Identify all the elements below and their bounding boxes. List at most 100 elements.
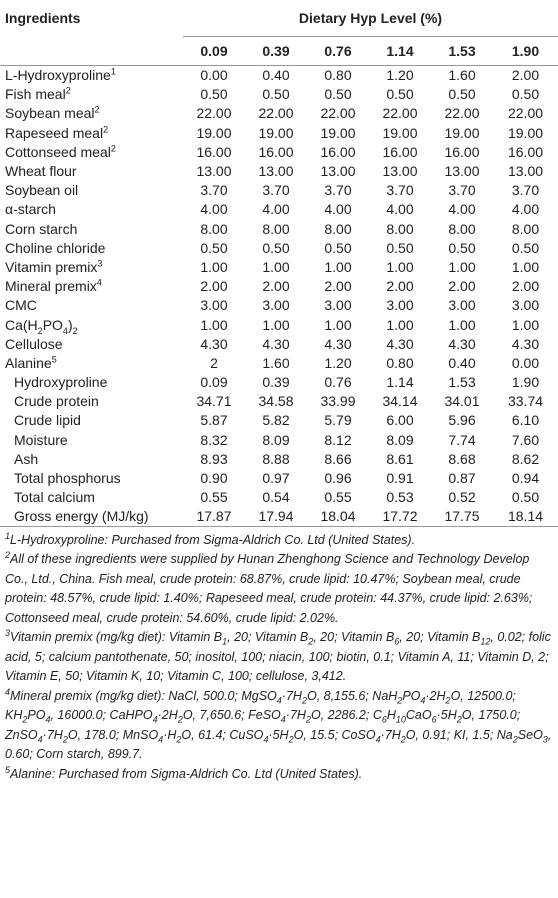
text: Total calcium (14, 489, 95, 506)
level-header: 1.90 (493, 36, 558, 66)
subscript: 4 (375, 734, 381, 744)
subscript: 2 (512, 734, 518, 744)
cell: 13.00 (382, 163, 418, 180)
subscript: 2 (72, 325, 78, 336)
table-row: Wheat flour 13.00 13.00 13.00 13.00 13.00 13.0… (0, 161, 558, 180)
cell: 1.00 (262, 316, 290, 333)
footnote: 1L-Hydroxyproline: Purchased from Sigma-… (5, 531, 553, 551)
cell: 1.00 (200, 258, 228, 275)
row-label: Soybean meal2 (0, 104, 183, 123)
cell: 13.00 (258, 163, 294, 180)
row-label: Cellulose (0, 334, 183, 353)
cell: 0.90 (200, 470, 228, 487)
cell: 8.88 (262, 450, 290, 467)
subscript: 6 (381, 714, 387, 725)
cell: 8.00 (448, 220, 476, 237)
text: SeO (517, 727, 543, 742)
superscript: 4 (96, 277, 102, 288)
cell: 1.90 (511, 374, 540, 391)
row-label: Crude protein (0, 392, 183, 411)
text: PO (42, 316, 63, 333)
cell: 4.30 (324, 335, 352, 352)
cell: 2.00 (511, 67, 540, 84)
text: Mineral premix (5, 278, 97, 295)
subscript: 2 (456, 714, 462, 725)
cell: 5.79 (324, 412, 352, 429)
cell: 16.00 (507, 143, 544, 160)
cell: 1.00 (448, 316, 476, 333)
table-row: Total calcium 0.55 0.54 0.55 0.53 0.52 0.50 (0, 488, 558, 507)
subscript: 1 (222, 636, 228, 647)
table-row: Choline chloride 0.50 0.50 0.50 0.50 0.50 0.50 (0, 238, 558, 257)
cell: 3.00 (324, 297, 352, 314)
text: Choline chloride (5, 239, 106, 256)
table-row: Moisture 8.32 8.09 8.12 8.09 7.74 7.60 (0, 430, 558, 449)
text: ·7H (285, 708, 306, 722)
text: Soybean oil (5, 182, 79, 199)
cell: 5.82 (262, 412, 290, 429)
cell: 34.01 (444, 393, 480, 410)
superscript: 2 (110, 143, 116, 154)
cell: 8.00 (200, 220, 228, 237)
subscript: 4 (37, 734, 43, 744)
subscript: 2 (37, 325, 43, 336)
text: Ash (14, 450, 39, 467)
cell: 8.66 (324, 450, 352, 467)
text: ·7H (42, 727, 63, 742)
subscript: 2 (445, 695, 451, 705)
text: O, 15.5; CoSO (293, 727, 376, 742)
cell: 8.00 (386, 220, 414, 237)
cell: 0.50 (262, 239, 290, 256)
cell: 0.76 (324, 374, 352, 391)
text: Rapeseed meal (5, 124, 104, 141)
cell: 22.00 (320, 105, 356, 122)
cell: 17.72 (369, 506, 431, 527)
text: CaO (405, 708, 432, 722)
cell: 2.00 (386, 278, 414, 295)
text: ·2H (425, 688, 446, 703)
cell: 8.68 (448, 450, 476, 467)
cell: 8.62 (511, 450, 540, 467)
cell: 0.87 (448, 470, 476, 487)
table-row: Soybean oil 3.70 3.70 3.70 3.70 3.70 3.70 (0, 181, 558, 200)
footnote: 4Mineral premix (mg/kg diet): NaCl, 500.… (5, 687, 553, 765)
cell: 19.00 (444, 124, 480, 141)
cell: 8.00 (511, 220, 540, 237)
subscript: 2 (22, 714, 28, 725)
cell: 2 (210, 354, 218, 371)
subscript: 12 (480, 636, 491, 647)
text: All of these ingredients were supplied b… (5, 552, 533, 625)
superscript: 5 (5, 764, 11, 775)
cell: 7.60 (511, 431, 540, 448)
cell: 0.50 (386, 86, 414, 103)
subscript: 4 (280, 714, 286, 725)
table-row: Gross energy (MJ/kg) 17.87 17.94 18.04 17.72… (0, 506, 558, 527)
cell: 3.70 (448, 182, 476, 199)
table-row: Hydroxyproline 0.09 0.39 0.76 1.14 1.53 1.90 (0, 373, 558, 392)
text: Cottonseed meal (5, 143, 111, 160)
cell: 0.50 (448, 239, 476, 256)
cell: 1.00 (324, 316, 352, 333)
cell: 0.96 (324, 470, 352, 487)
text: Crude lipid (14, 412, 81, 429)
cell: 8.09 (262, 431, 290, 448)
cell: 4.00 (448, 201, 476, 218)
text: Mineral premix (mg/kg diet): NaCl, 500.0… (10, 688, 277, 703)
row-label: Hydroxyproline (0, 373, 183, 392)
superscript: 4 (5, 686, 11, 697)
cell: 34.71 (196, 393, 232, 410)
table-row: α-starch 4.00 4.00 4.00 4.00 4.00 4.00 (0, 200, 558, 219)
cell: 4.30 (386, 335, 414, 352)
cell: 0.50 (324, 239, 352, 256)
text: Corn starch (5, 220, 78, 237)
cell: 1.53 (448, 374, 476, 391)
text: Cellulose (5, 335, 63, 352)
cell: 18.04 (307, 506, 369, 527)
text: Hydroxyproline (14, 374, 108, 391)
superscript: 3 (97, 258, 103, 269)
text: Fish meal (5, 86, 66, 103)
subscript: 4 (45, 714, 51, 725)
row-label: Cottonseed meal2 (0, 142, 183, 161)
row-label: Vitamin premix3 (0, 257, 183, 276)
row-label: Gross energy (MJ/kg) (0, 506, 183, 527)
